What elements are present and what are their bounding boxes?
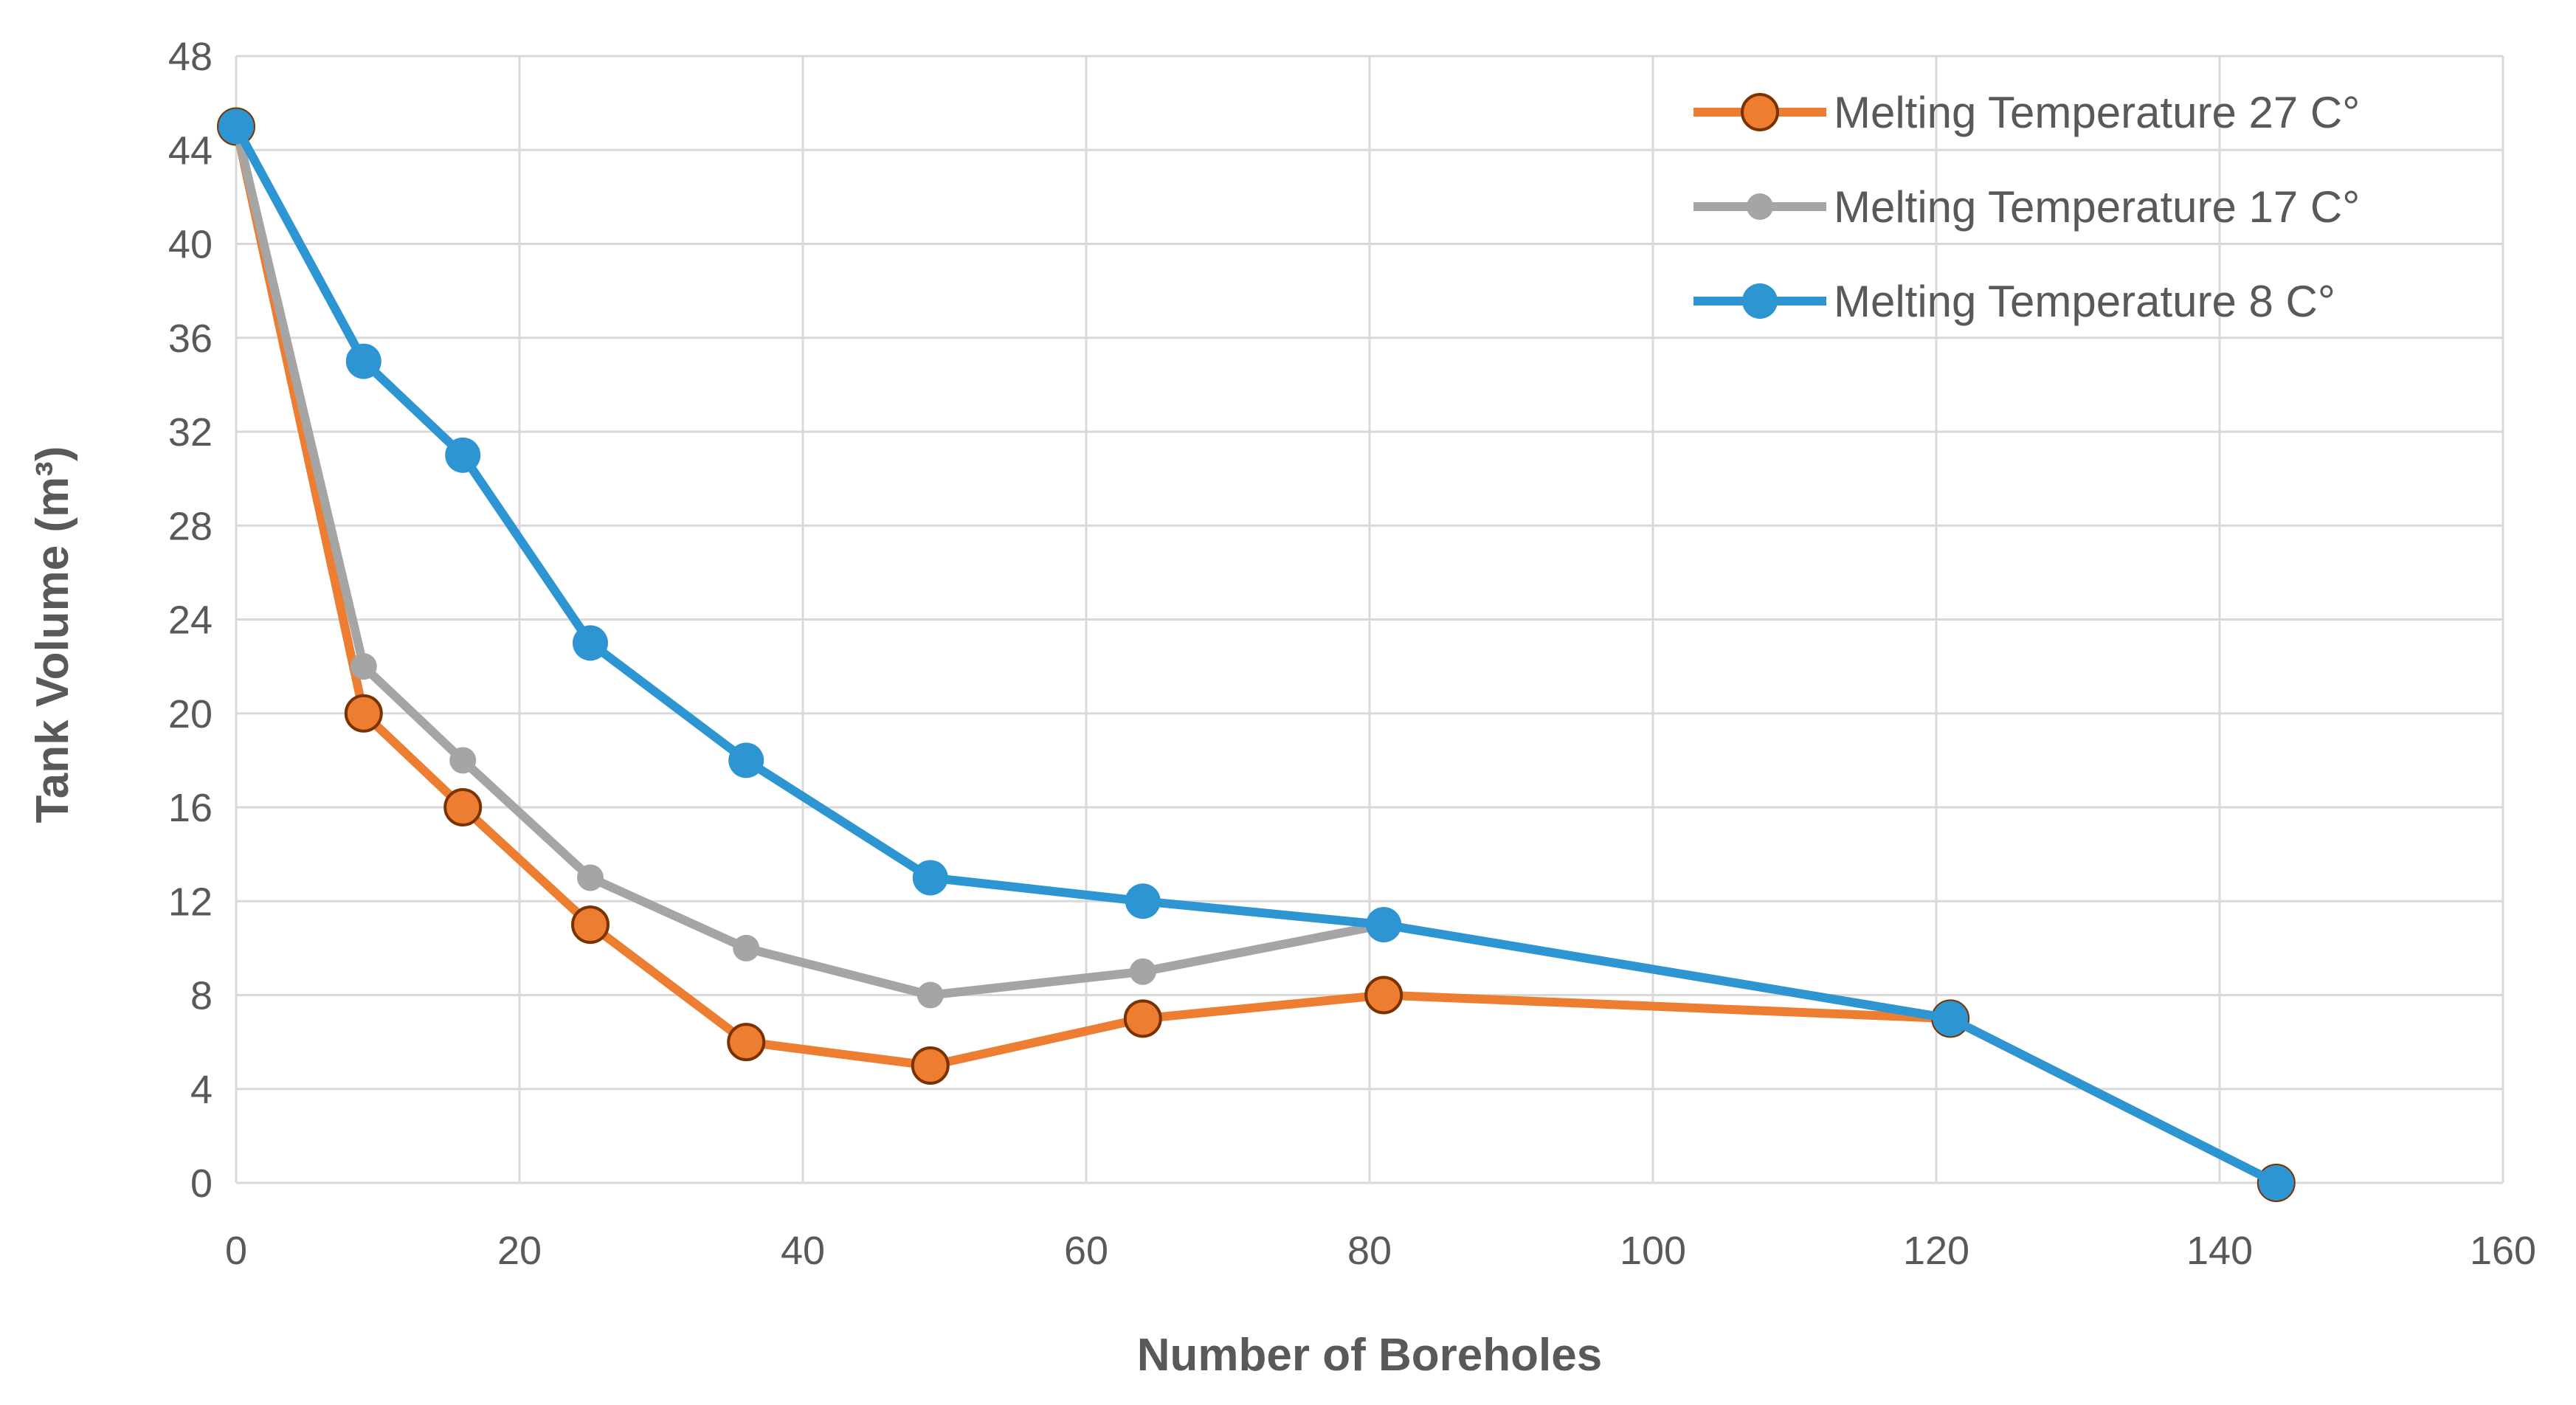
data-point <box>1366 907 1402 943</box>
x-tick-label: 160 <box>2470 1229 2536 1273</box>
y-tick-label: 36 <box>168 317 213 361</box>
legend-label: Melting Temperature 17 C° <box>1834 182 2360 232</box>
y-tick-label: 8 <box>190 974 213 1018</box>
data-point <box>443 788 483 826</box>
legend[interactable]: Melting Temperature 27 C° Melting Tempera… <box>1693 88 2360 326</box>
data-point <box>912 860 948 896</box>
y-tick-label: 24 <box>168 598 213 643</box>
legend-label: Melting Temperature 8 C° <box>1834 277 2335 326</box>
series-line <box>232 122 2281 1187</box>
data-point <box>1129 958 1156 985</box>
data-point <box>727 1023 766 1062</box>
x-tick-label: 80 <box>1347 1229 1392 1273</box>
series-1 <box>217 107 2296 1202</box>
data-point <box>573 625 608 661</box>
x-tick-label: 20 <box>497 1229 542 1273</box>
y-tick-label: 16 <box>168 786 213 830</box>
data-point <box>345 343 381 379</box>
data-point <box>344 694 383 733</box>
y-tick-label: 40 <box>168 223 213 267</box>
y-tick-label: 4 <box>190 1068 213 1112</box>
data-point <box>350 653 377 680</box>
data-point <box>445 437 481 473</box>
data-point <box>449 747 477 774</box>
y-tick-label: 0 <box>190 1161 213 1206</box>
x-tick-label: 0 <box>225 1229 247 1273</box>
y-tick-label: 28 <box>168 504 213 548</box>
x-tick-label: 60 <box>1064 1229 1108 1273</box>
data-point <box>577 864 604 891</box>
y-tick-label: 12 <box>168 880 213 924</box>
series-layer <box>217 107 2296 1202</box>
data-point <box>916 981 944 1009</box>
data-point <box>1123 999 1162 1038</box>
legend-item[interactable]: Melting Temperature 27 C° <box>1693 88 2360 137</box>
legend-marker <box>1741 93 1779 131</box>
data-point <box>733 934 760 962</box>
legend-marker <box>1742 283 1778 319</box>
y-tick-label: 32 <box>168 410 213 455</box>
y-axis-title: Tank Volume (m³) <box>27 446 78 824</box>
series-3 <box>218 108 2294 1201</box>
y-tick-label: 48 <box>168 35 213 79</box>
x-tick-label: 40 <box>781 1229 825 1273</box>
series-line <box>232 122 2281 1187</box>
y-tick-label: 44 <box>168 128 213 173</box>
data-point <box>911 1046 950 1085</box>
x-tick-label: 120 <box>1903 1229 1969 1273</box>
x-tick-label: 100 <box>1620 1229 1686 1273</box>
data-point <box>571 905 610 945</box>
legend-label: Melting Temperature 27 C° <box>1834 88 2360 137</box>
data-point <box>1125 883 1161 919</box>
y-tick-label: 20 <box>168 692 213 736</box>
grid <box>235 55 2504 1184</box>
data-point <box>1933 1001 1969 1037</box>
data-point <box>1364 976 1403 1015</box>
data-point <box>2258 1165 2294 1201</box>
legend-marker <box>1747 193 1773 220</box>
data-point <box>218 108 254 145</box>
legend-item[interactable]: Melting Temperature 8 C° <box>1693 277 2335 326</box>
x-tick-label: 140 <box>2186 1229 2253 1273</box>
legend-item[interactable]: Melting Temperature 17 C° <box>1693 182 2360 232</box>
x-axis-title: Number of Boreholes <box>1137 1330 1602 1381</box>
data-point <box>728 742 764 779</box>
